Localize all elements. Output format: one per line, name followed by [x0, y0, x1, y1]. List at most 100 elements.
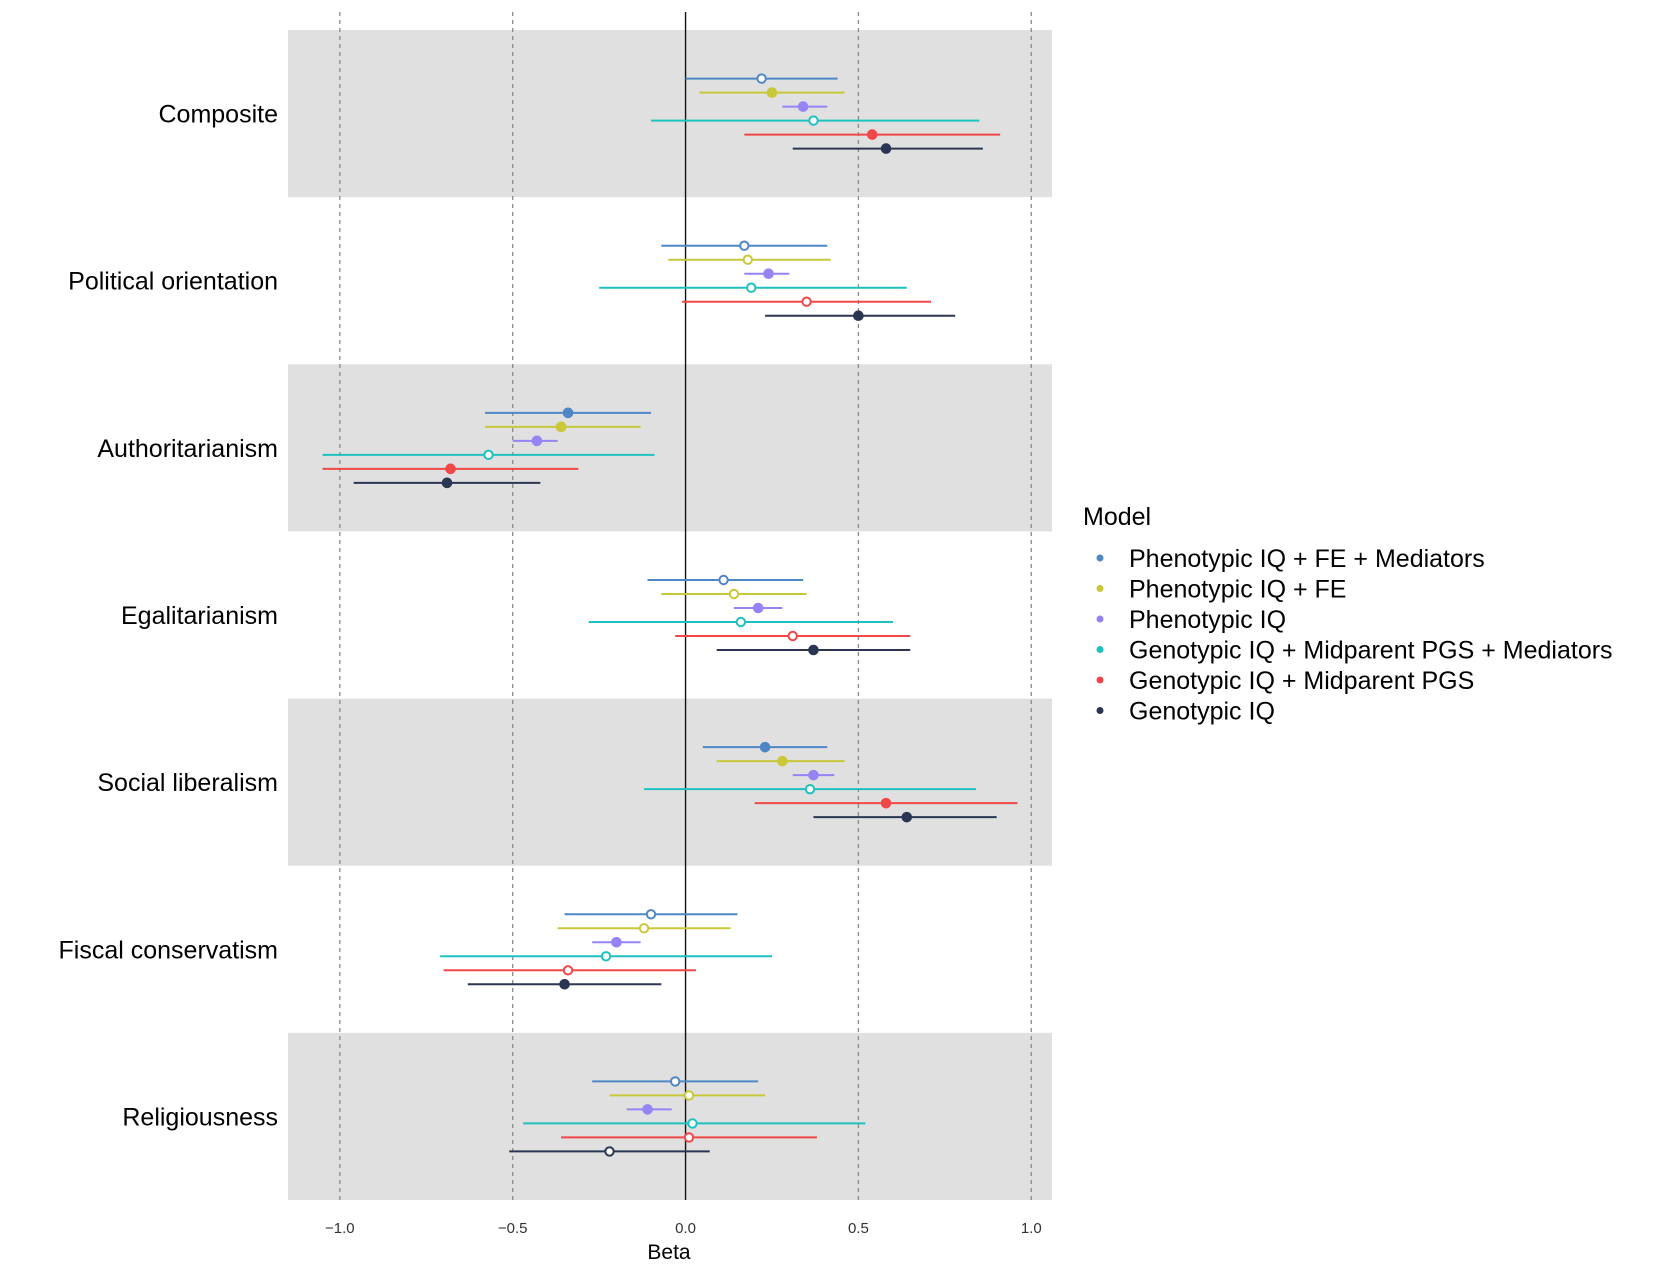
- point: [718, 574, 729, 586]
- estimate-6-3: [523, 1118, 866, 1129]
- point: [752, 602, 764, 614]
- legend-swatch: [1096, 554, 1104, 562]
- point: [687, 1118, 698, 1129]
- estimate-4-5: [813, 811, 997, 823]
- estimate-0-4: [744, 129, 1001, 140]
- legend-swatch: [1096, 676, 1104, 684]
- point: [866, 129, 878, 140]
- estimate-3-2: [733, 602, 783, 614]
- point: [669, 1076, 681, 1087]
- point: [853, 310, 864, 322]
- legend-label: Phenotypic IQ: [1129, 606, 1286, 634]
- legend-swatch: [1096, 615, 1104, 623]
- legend-item-3: Genotypic IQ + Midparent PGS + Mediators: [1096, 637, 1613, 665]
- legend-swatch: [1096, 707, 1104, 714]
- estimate-4-2: [792, 769, 835, 781]
- estimate-5-4: [443, 965, 696, 976]
- estimate-5-2: [592, 936, 641, 948]
- category-label-3: Egalitarianism: [121, 602, 278, 630]
- point: [562, 965, 574, 976]
- point: [642, 1104, 653, 1115]
- estimate-1-3: [599, 282, 907, 293]
- estimate-0-3: [650, 115, 980, 126]
- point: [797, 101, 809, 112]
- estimate-1-2: [744, 268, 790, 280]
- estimate-4-4: [754, 797, 1018, 809]
- estimate-0-2: [782, 101, 828, 112]
- estimate-4-3: [644, 783, 976, 795]
- point: [445, 463, 456, 475]
- point: [759, 741, 771, 753]
- estimate-1-4: [682, 296, 932, 307]
- legend-label: Phenotypic IQ + FE: [1129, 576, 1346, 604]
- estimate-4-1: [716, 755, 845, 767]
- category-label-5: Fiscal conservatism: [59, 936, 279, 964]
- x-gridlines: [339, 12, 1032, 1200]
- estimate-2-4: [322, 463, 579, 475]
- point: [808, 644, 819, 656]
- legend-swatch: [1096, 585, 1104, 592]
- point: [808, 769, 819, 781]
- estimate-6-2: [626, 1104, 672, 1115]
- point: [777, 755, 788, 767]
- category-labels: Composite Political orientation Authoritar…: [59, 101, 279, 1132]
- band-6: [288, 1032, 1052, 1200]
- point: [746, 282, 757, 293]
- estimate-0-0: [685, 73, 838, 84]
- point: [604, 1146, 615, 1157]
- x-tick-label-3: 0.5: [848, 1220, 869, 1237]
- estimate-6-1: [609, 1090, 766, 1101]
- estimate-0-5: [792, 143, 983, 154]
- point: [808, 115, 819, 126]
- estimate-2-0: [485, 407, 651, 419]
- band-4: [288, 698, 1052, 866]
- x-tick-label-4: 1.0: [1021, 1220, 1042, 1237]
- band-0: [288, 30, 1052, 198]
- x-tick-label-0: −1.0: [325, 1220, 355, 1237]
- estimate-3-0: [647, 574, 804, 586]
- point: [559, 978, 570, 990]
- estimate-3-4: [675, 630, 911, 642]
- point: [683, 1132, 695, 1143]
- category-label-6: Religiousness: [122, 1103, 278, 1131]
- category-label-2: Authoritarianism: [97, 435, 278, 463]
- estimate-3-3: [588, 616, 893, 628]
- x-axis-title: Beta: [647, 1241, 691, 1264]
- x-tick-label-1: −0.5: [498, 1220, 528, 1237]
- estimate-5-3: [440, 951, 772, 962]
- legend-item-0: Phenotypic IQ + FE + Mediators: [1096, 545, 1485, 573]
- point: [804, 783, 816, 795]
- legend-swatch: [1096, 646, 1104, 653]
- category-bands: [288, 30, 1052, 1200]
- estimate-2-1: [485, 421, 641, 433]
- estimate-3-1: [661, 588, 807, 600]
- point: [742, 254, 753, 265]
- estimates: [322, 73, 1018, 1157]
- point: [441, 477, 453, 489]
- estimate-5-5: [467, 978, 662, 990]
- point: [600, 951, 612, 962]
- estimate-0-1: [699, 87, 845, 98]
- point: [483, 449, 494, 461]
- legend-label: Phenotypic IQ + FE + Mediators: [1129, 545, 1485, 573]
- point: [645, 909, 657, 920]
- point: [766, 87, 778, 98]
- legend-label: Genotypic IQ + Midparent PGS: [1129, 667, 1474, 695]
- point: [728, 588, 740, 600]
- estimate-3-5: [716, 644, 911, 656]
- estimate-1-1: [668, 254, 831, 265]
- point: [763, 268, 774, 280]
- point: [611, 936, 622, 948]
- estimate-1-0: [661, 240, 828, 251]
- point: [880, 797, 892, 809]
- x-tick-label-2: 0.0: [675, 1220, 696, 1237]
- point: [735, 616, 747, 628]
- estimate-6-0: [592, 1076, 759, 1087]
- point: [801, 296, 812, 307]
- category-label-4: Social liberalism: [97, 769, 278, 797]
- point: [880, 143, 892, 154]
- category-label-0: Composite: [159, 101, 279, 129]
- legend: Model Phenotypic IQ + FE + MediatorsPhen…: [1083, 503, 1613, 726]
- estimate-5-0: [564, 909, 738, 920]
